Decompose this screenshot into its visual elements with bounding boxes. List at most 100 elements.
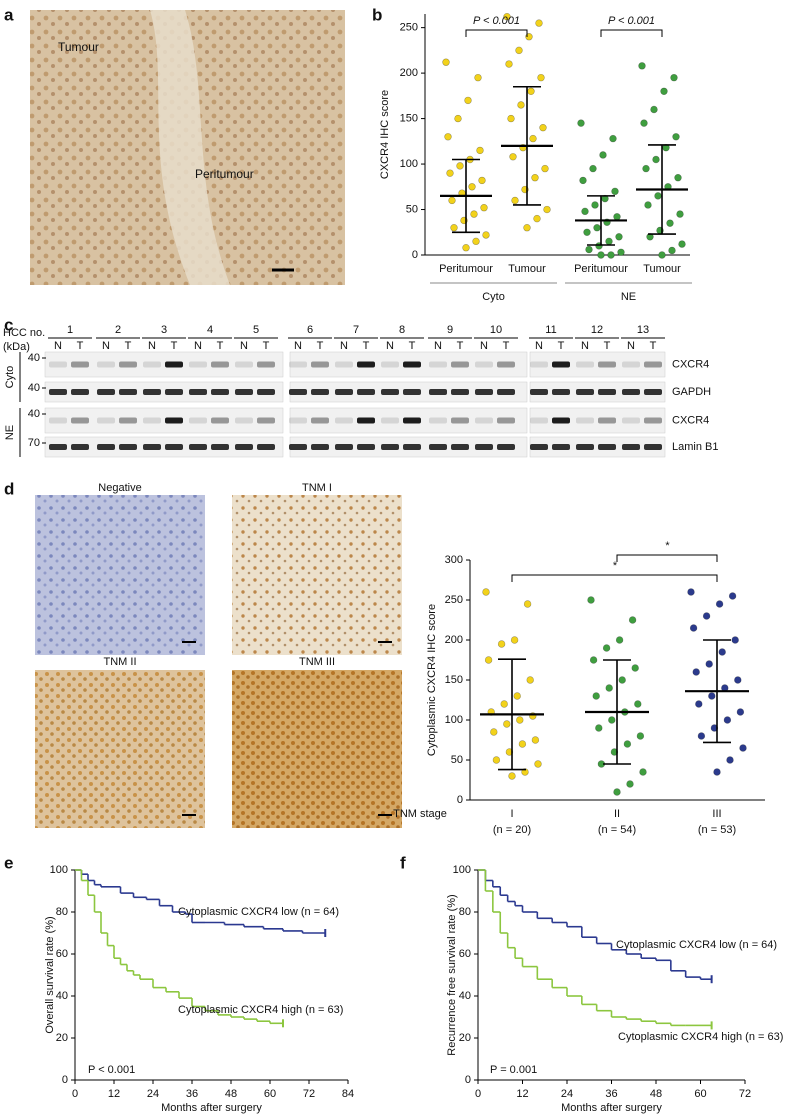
data-point	[503, 13, 511, 21]
blot-header: HCC no.	[3, 327, 45, 339]
lane-label: N	[340, 340, 348, 352]
blot-band	[119, 417, 137, 424]
y-axis-title: Cytoplasmic CXCR4 IHC score	[426, 604, 438, 756]
blot-band	[497, 389, 515, 395]
blot-header: (kDa)	[3, 341, 30, 353]
x-tick-label: 36	[605, 1088, 617, 1100]
blot-band	[530, 389, 548, 395]
data-point	[723, 716, 732, 724]
sample-number: 13	[637, 324, 649, 336]
protein-label: CXCR4	[672, 358, 709, 370]
data-point	[631, 664, 639, 672]
blot-band	[49, 417, 67, 424]
data-point	[516, 716, 524, 724]
data-point	[692, 668, 700, 676]
blot-band	[311, 389, 329, 395]
blot-band	[598, 417, 616, 424]
significance-label: *	[665, 540, 670, 552]
blot-band	[497, 417, 515, 424]
blot-band	[475, 389, 493, 395]
x-tick-label: 12	[108, 1088, 120, 1100]
data-point	[676, 210, 684, 218]
data-point	[511, 196, 519, 205]
y-tick-label: 300	[445, 554, 463, 566]
y-tick-label: 20	[56, 1032, 68, 1044]
blot-band	[143, 444, 161, 450]
kda-marker: 40	[28, 408, 40, 420]
significance-label: P < 0.001	[608, 15, 655, 27]
lane-label: N	[294, 340, 302, 352]
blot-band	[403, 417, 421, 424]
y-tick-label: 0	[62, 1074, 68, 1086]
x-tick-label: 12	[516, 1088, 528, 1100]
data-point	[652, 155, 660, 164]
blot-band	[211, 444, 229, 450]
x-tick-label: 48	[650, 1088, 662, 1100]
x-tick-label: Peritumour	[574, 263, 628, 275]
data-point	[442, 58, 450, 66]
sample-number: 1	[67, 324, 73, 336]
data-point	[615, 233, 623, 241]
data-point	[739, 744, 747, 752]
panel-letter: e	[4, 853, 13, 872]
blot-band	[235, 444, 253, 450]
series-label: Cytoplasmic CXCR4 high (n = 63)	[618, 1031, 783, 1043]
y-tick-label: 200	[400, 67, 418, 79]
data-point	[474, 73, 482, 82]
ihc-image	[232, 495, 402, 655]
series-label: Cytoplasmic CXCR4 low (n = 64)	[616, 939, 777, 951]
lane-label: N	[386, 340, 394, 352]
blot-band	[576, 444, 594, 450]
blot-band	[257, 389, 275, 395]
blot-band	[644, 417, 662, 424]
blot-band	[552, 389, 570, 395]
p-value: P = 0.001	[490, 1064, 537, 1076]
data-point	[658, 251, 666, 259]
data-point	[640, 119, 648, 127]
protein-label: GAPDH	[672, 386, 711, 398]
x-tick-label: 36	[186, 1088, 198, 1100]
blot-band	[235, 361, 253, 368]
sample-number: 11	[545, 324, 556, 336]
x-tick-label: 0	[72, 1088, 78, 1100]
data-point	[497, 640, 506, 648]
data-point	[678, 240, 686, 248]
blot-band	[49, 361, 67, 368]
significance-bracket	[616, 554, 718, 562]
data-point	[605, 237, 613, 246]
blot-band	[598, 444, 616, 450]
blot-strip	[44, 436, 284, 458]
x-axis-title: Months after surgery	[561, 1102, 662, 1114]
y-tick-label: 200	[445, 634, 463, 646]
blot-band	[622, 417, 640, 424]
lane-label: T	[604, 340, 611, 352]
data-point	[702, 612, 711, 620]
data-point	[636, 732, 645, 740]
blot-strip	[44, 381, 284, 403]
blot-band	[189, 417, 207, 424]
data-point	[593, 224, 601, 232]
y-tick-label: 0	[457, 794, 463, 806]
data-point	[448, 196, 456, 205]
blot-band	[357, 361, 375, 368]
blot-band	[475, 444, 493, 450]
data-point	[697, 732, 706, 740]
blot-band	[335, 361, 353, 368]
sample-number: 10	[490, 324, 502, 336]
data-point	[523, 600, 532, 608]
data-point	[602, 644, 611, 652]
significance-label: P < 0.001	[473, 15, 520, 27]
blot-band	[165, 417, 183, 424]
blot-band	[403, 361, 421, 368]
data-point	[626, 780, 634, 788]
data-point	[503, 720, 511, 728]
data-point	[728, 592, 737, 600]
x-tick-label: III	[712, 808, 721, 820]
lane-label: N	[148, 340, 156, 352]
blot-band	[335, 417, 353, 424]
blot-band	[311, 444, 329, 450]
data-point	[592, 692, 600, 700]
blot-band	[289, 444, 307, 450]
protein-label: CXCR4	[672, 414, 709, 426]
